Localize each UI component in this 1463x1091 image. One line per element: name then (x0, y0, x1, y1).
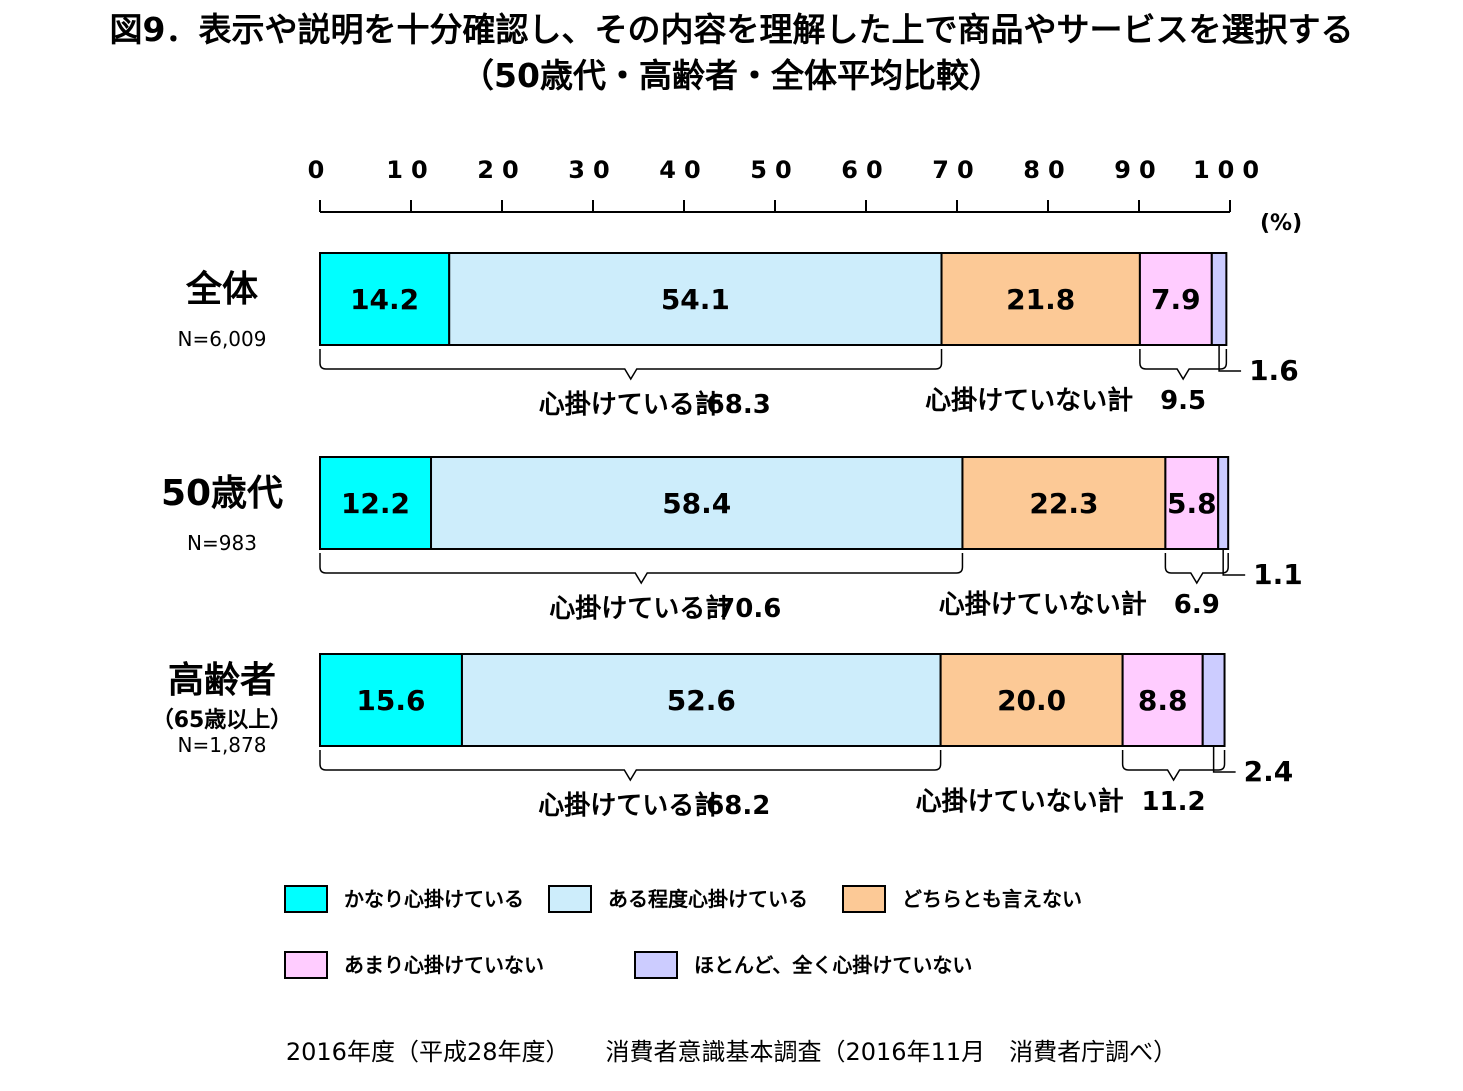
positive-total-bracket (319, 553, 964, 585)
small-value-label: 1.1 (1253, 558, 1303, 591)
bar-value-label: 20.0 (997, 684, 1066, 717)
negative-total-value: 9.5 (1160, 386, 1206, 416)
negative-total-value: 11.2 (1142, 787, 1206, 817)
positive-total-label: 心掛けている計 (539, 389, 721, 420)
positive-total-bracket (319, 750, 942, 782)
chart-title-line1: 図9．表示や説明を十分確認し、その内容を理解した上で商品やサービスを選択する (109, 10, 1354, 49)
x-tick-label: 60 (841, 156, 890, 184)
bar-segment (319, 653, 463, 747)
bar-value-label: 14.2 (350, 283, 419, 316)
positive-total-bracket (319, 349, 943, 381)
x-tick-label: 30 (568, 156, 617, 184)
sample-size-label: N=1,878 (178, 733, 267, 757)
bar-value-label: 54.1 (661, 283, 730, 316)
positive-total-label: 心掛けている計 (549, 593, 731, 624)
legend-swatch (284, 951, 328, 979)
negative-total-label: 心掛けていない計 (916, 786, 1124, 817)
bar-value-label: 21.8 (1006, 283, 1075, 316)
legend-swatch (284, 885, 328, 913)
negative-total-value: 6.9 (1174, 590, 1220, 620)
bar-segment (940, 252, 1141, 346)
x-tick-label: 70 (932, 156, 981, 184)
positive-total-value: 68.3 (707, 390, 771, 420)
unit-label: (%) (1260, 211, 1302, 236)
legend-label: ある程度心掛けている (608, 887, 808, 911)
category-label: 全体 (185, 268, 258, 310)
bar-segment (1138, 252, 1213, 346)
source-footer: 2016年度（平成28年度） 消費者意識基本調査（2016年11月 消費者庁調べ… (285, 1038, 1178, 1066)
small-value-leader (1222, 549, 1246, 576)
sample-size-label: N=983 (187, 531, 257, 555)
negative-total-bracket (1139, 349, 1228, 381)
category-label: 高齢者 (168, 660, 276, 701)
x-tick-label: 20 (477, 156, 526, 184)
positive-total-label: 心掛けている計 (538, 790, 720, 821)
bar-value-label: 5.8 (1167, 487, 1217, 520)
negative-total-bracket (1121, 750, 1226, 782)
bar-value-label: 22.3 (1029, 487, 1098, 520)
sample-size-label: N=6,009 (178, 327, 267, 351)
legend-swatch (842, 885, 886, 913)
negative-total-label: 心掛けていない計 (939, 589, 1147, 620)
legend-label: かなり心掛けている (344, 887, 524, 911)
bar-segment (1217, 456, 1230, 550)
chart-title-line2: （50歳代・高齢者・全体平均比較） (461, 56, 1002, 95)
small-value-leader (1218, 345, 1242, 372)
x-tick-label: 50 (750, 156, 799, 184)
positive-total-value: 68.2 (706, 791, 770, 821)
bar-segment (1164, 456, 1220, 550)
negative-total-label: 心掛けていない計 (925, 385, 1133, 416)
category-label: 50歳代 (161, 473, 283, 514)
positive-total-value: 70.6 (717, 594, 781, 624)
bar-segment (430, 456, 964, 550)
bar-value-label: 8.8 (1138, 684, 1188, 717)
legend-label: あまり心掛けていない (344, 953, 544, 977)
x-tick-label: 10 (386, 156, 435, 184)
bar-segment (1210, 252, 1228, 346)
legend-swatch (634, 951, 678, 979)
negative-total-bracket (1164, 553, 1229, 585)
bar-segment (460, 653, 942, 747)
bar-value-label: 52.6 (667, 684, 736, 717)
legend-label: ほとんど、全く心掛けていない (694, 953, 973, 977)
legend-label: どちらとも言えない (902, 887, 1082, 911)
bar-value-label: 58.4 (662, 487, 731, 520)
bar-value-label: 12.2 (341, 487, 410, 520)
bar-segment (939, 653, 1124, 747)
x-tick-label: 40 (659, 156, 708, 184)
bar-value-label: 15.6 (356, 684, 425, 717)
x-tick-label: 100 (1193, 156, 1267, 184)
x-tick-label: 90 (1114, 156, 1163, 184)
bar-segment (1201, 653, 1226, 747)
legend-swatch (548, 885, 592, 913)
x-tick-label: 80 (1023, 156, 1072, 184)
small-value-label: 1.6 (1249, 354, 1299, 387)
category-sublabel: （65歳以上） (152, 708, 293, 733)
x-tick-label: 0 (308, 156, 333, 184)
small-value-label: 2.4 (1244, 755, 1294, 788)
bar-value-label: 7.9 (1151, 283, 1201, 316)
bar-segment (448, 252, 943, 346)
small-value-leader (1212, 746, 1236, 773)
